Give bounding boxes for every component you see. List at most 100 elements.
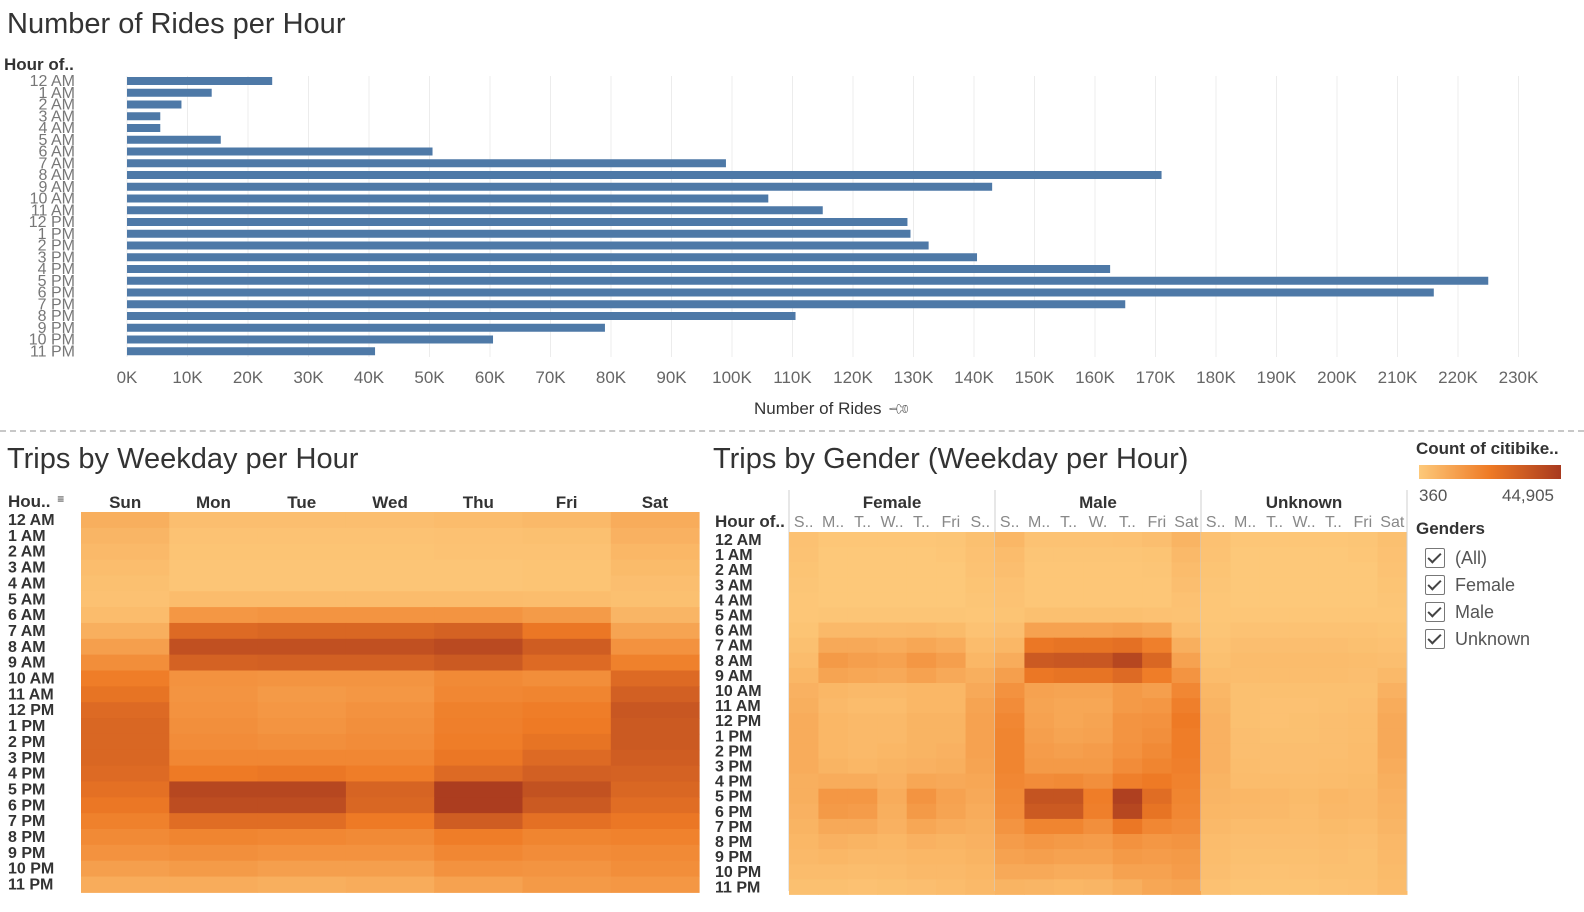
- bar: [127, 182, 993, 191]
- x-tick-label: 140K: [954, 368, 994, 387]
- y-tick-label: 10 PM: [29, 332, 75, 349]
- gender-row-header[interactable]: Hour of..: [715, 512, 785, 531]
- heatmap-cell: [1112, 713, 1143, 729]
- heatmap-cell: [818, 577, 849, 593]
- heatmap-cell: [1142, 758, 1173, 775]
- heatmap-cell: [610, 876, 700, 893]
- heatmap-cell: [169, 749, 259, 767]
- heatmap-cell: [1348, 773, 1379, 790]
- hour-row-label: 6 AM: [715, 623, 753, 640]
- heatmap-cell: [1024, 698, 1055, 714]
- weekday-column-label: Sun: [109, 493, 141, 512]
- heatmap-cell: [789, 607, 819, 624]
- heatmap-cell: [965, 562, 996, 578]
- heatmap-cell: [965, 758, 996, 775]
- heatmap-cell: [169, 670, 259, 687]
- weekday-row-header[interactable]: Hou.. ≡: [8, 492, 64, 512]
- y-tick-label: 3 AM: [39, 108, 75, 125]
- heatmap-cell: [936, 562, 967, 578]
- heatmap-cell: [345, 607, 435, 624]
- heatmap-cell: [847, 683, 878, 699]
- heatmap-cell: [1201, 743, 1231, 759]
- checkbox-female[interactable]: [1425, 575, 1445, 595]
- heatmap-cell: [1024, 743, 1055, 759]
- filter-option-female[interactable]: Female: [1425, 574, 1515, 596]
- heatmap-cell: [257, 622, 347, 640]
- checkbox-all[interactable]: [1425, 548, 1445, 568]
- heatmap-cell: [1289, 532, 1320, 548]
- heatmap-cell: [1230, 592, 1261, 608]
- heatmap-cell: [877, 577, 908, 593]
- heatmap-cell: [1171, 637, 1202, 654]
- heatmap-cell: [1171, 547, 1202, 563]
- sort-icon[interactable]: ≡: [57, 492, 65, 506]
- heatmap-cell: [81, 702, 170, 719]
- heatmap-cell: [1053, 879, 1084, 895]
- y-tick-label: 11 AM: [31, 202, 75, 219]
- heatmap-cell: [522, 512, 612, 529]
- heatmap-cell: [345, 702, 435, 719]
- filter-option-male[interactable]: Male: [1425, 601, 1494, 623]
- heatmap-cell: [1230, 652, 1261, 669]
- gender-day-label: Fri: [1354, 514, 1373, 531]
- heatmap-cell: [81, 844, 170, 862]
- heatmap-cell: [1201, 818, 1231, 835]
- heatmap-cell: [936, 879, 967, 895]
- heatmap-cell: [257, 575, 347, 592]
- heatmap-cell: [1024, 532, 1055, 548]
- heatmap-cell: [1142, 803, 1173, 820]
- heatmap-cell: [818, 864, 849, 880]
- heatmap-cell: [81, 591, 170, 608]
- heatmap-cell: [818, 592, 849, 608]
- heatmap-cell: [169, 512, 259, 529]
- heatmap-cell: [1024, 864, 1055, 880]
- heatmap-cell: [1171, 622, 1202, 639]
- gender-day-label: S..: [1000, 514, 1020, 531]
- heatmap-cell: [169, 686, 259, 703]
- filter-option-all[interactable]: (All): [1425, 547, 1487, 569]
- checkbox-unknown[interactable]: [1425, 629, 1445, 649]
- heatmap-cell: [1112, 637, 1143, 654]
- heatmap-cell: [995, 667, 1025, 684]
- heatmap-cell: [1053, 577, 1084, 593]
- hour-row-label: 3 PM: [715, 759, 752, 776]
- heatmap-cell: [789, 834, 819, 850]
- heatmap-cell: [169, 622, 259, 640]
- heatmap-cell: [1230, 743, 1261, 759]
- heatmap-cell: [522, 876, 612, 893]
- heatmap-cell: [522, 607, 612, 624]
- heatmap-cell: [1024, 637, 1055, 654]
- gender-day-label: M..: [1234, 514, 1256, 531]
- weekday-column-label: Tue: [287, 493, 316, 512]
- heatmap-cell: [434, 638, 523, 656]
- heatmap-cell: [1112, 818, 1143, 835]
- heatmap-cell: [169, 765, 259, 782]
- filter-option-unknown[interactable]: Unknown: [1425, 628, 1530, 650]
- heatmap-cell: [995, 864, 1025, 880]
- weekday-column-label: Thu: [463, 493, 494, 512]
- heatmap-cell: [1348, 834, 1379, 850]
- heatmap-cell: [81, 686, 170, 703]
- heatmap-cell: [1289, 667, 1320, 684]
- heatmap-cell: [257, 638, 347, 656]
- heatmap-cell: [789, 698, 819, 714]
- heatmap-cell: [1201, 607, 1231, 624]
- heatmap-cell: [818, 652, 849, 669]
- pin-icon[interactable]: 📌︎: [886, 396, 913, 423]
- heatmap-cell: [1201, 713, 1231, 729]
- heatmap-cell: [906, 803, 937, 820]
- heatmap-cell: [1171, 713, 1202, 729]
- heatmap-cell: [818, 667, 849, 684]
- heatmap-cell: [1318, 713, 1349, 729]
- hour-row-label: 6 AM: [8, 607, 46, 624]
- heatmap-cell: [434, 702, 523, 719]
- bar-row-header[interactable]: Hour of..: [4, 55, 74, 74]
- heatmap-cell: [818, 849, 849, 865]
- gender-day-label: T..: [1266, 514, 1283, 531]
- heatmap-cell: [257, 686, 347, 703]
- checkbox-male[interactable]: [1425, 602, 1445, 622]
- heatmap-cell: [1348, 622, 1379, 639]
- heatmap-cell: [345, 718, 435, 735]
- heatmap-cell: [1112, 698, 1143, 714]
- heatmap-cell: [1348, 849, 1379, 865]
